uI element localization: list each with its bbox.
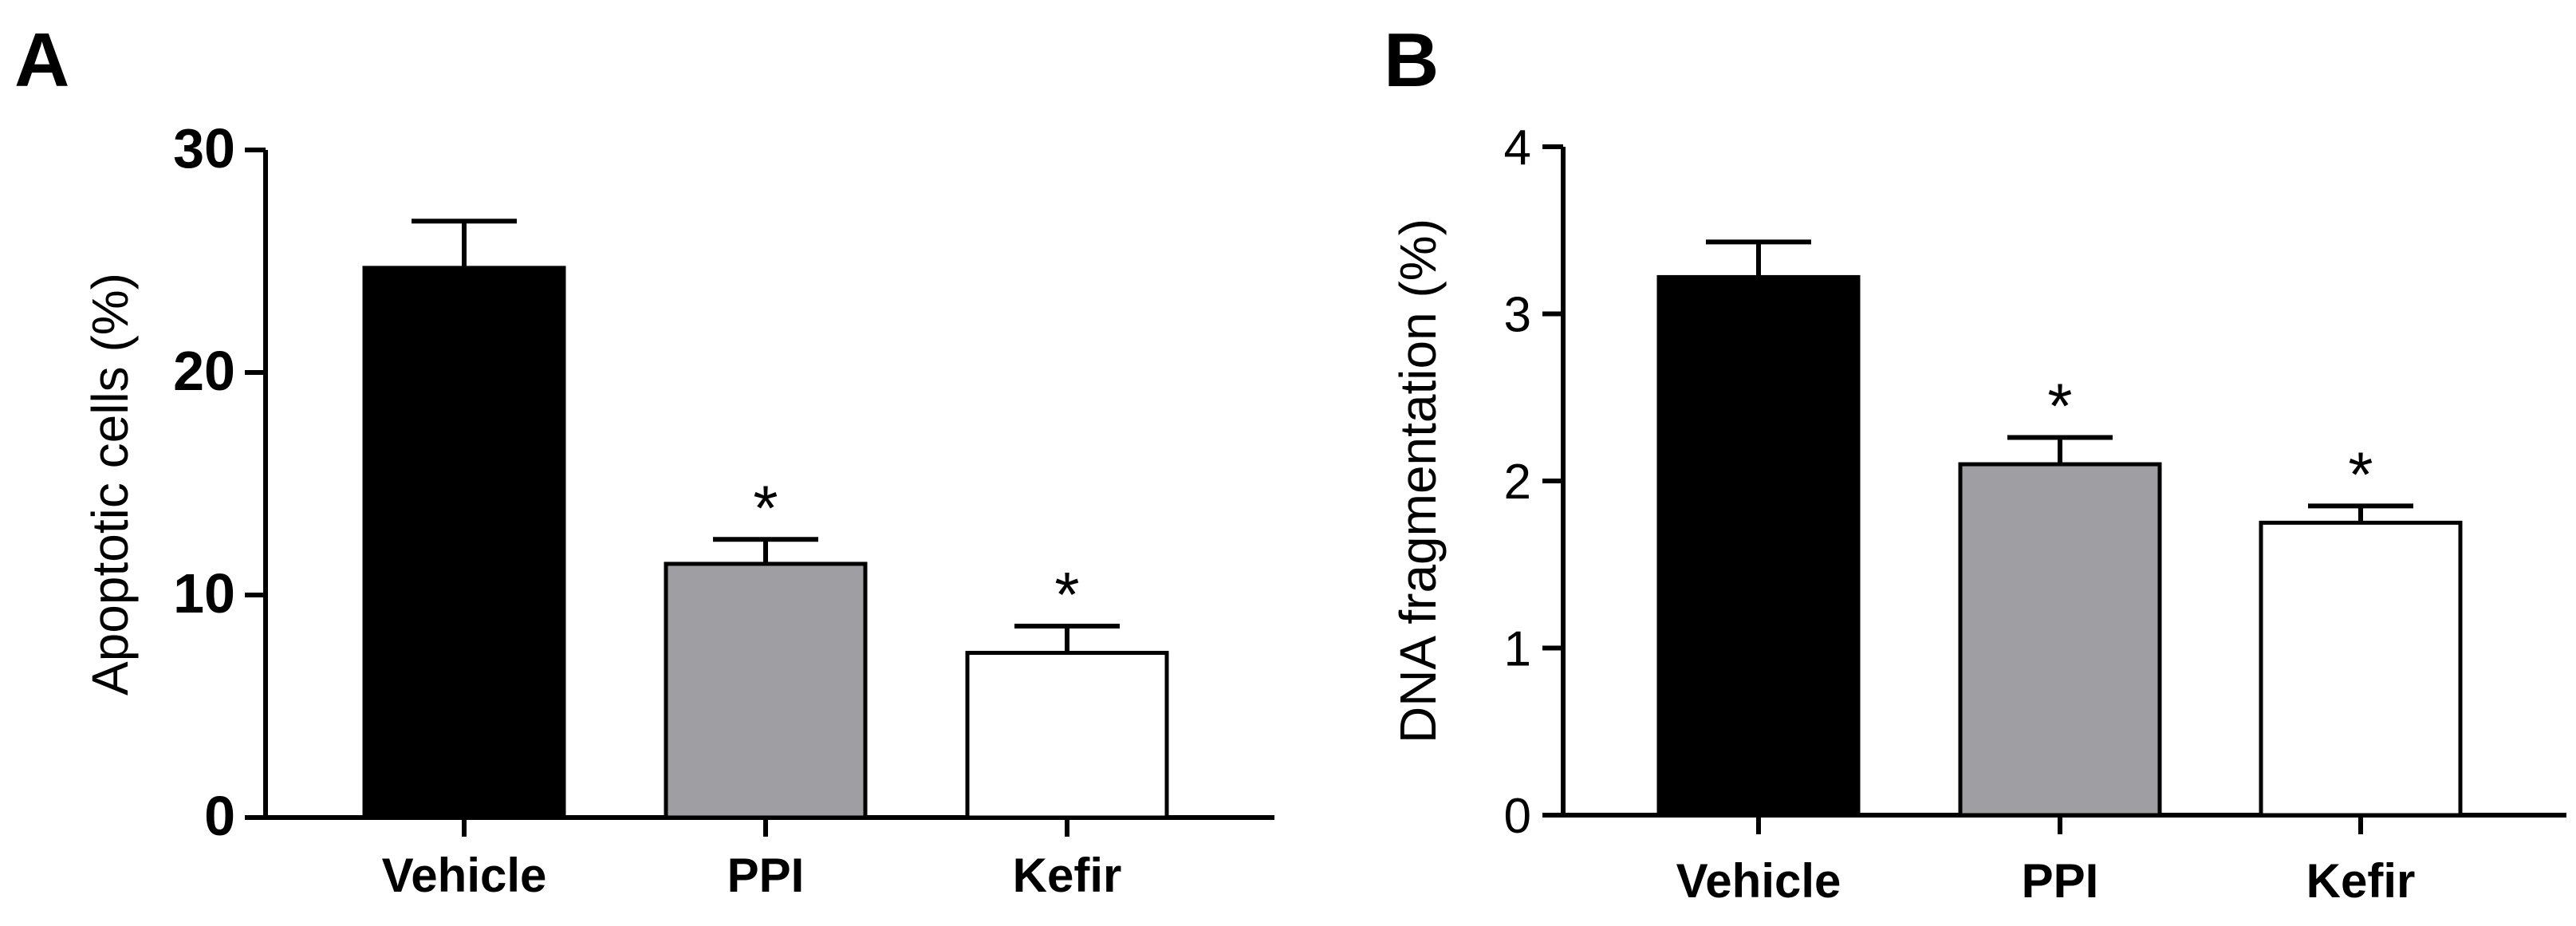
panel-letter: A	[14, 18, 69, 103]
panel-a: A 0 10 20 30 Apoptotic cells (%) Vehicle PPI * Ke…	[14, 18, 1274, 902]
y-tick-label: 0	[204, 785, 235, 847]
y-tick-label: 2	[1504, 455, 1531, 510]
panel-b: B 0 1 2 3 4 DNA fragmentation (%) Vehicle PPI * Ke…	[1384, 18, 2566, 908]
y-tick-label: 10	[173, 562, 235, 625]
x-tick-label: Vehicle	[382, 849, 547, 902]
y-tick-label: 30	[173, 117, 235, 179]
y-tick-label: 20	[173, 340, 235, 402]
x-tick-label: PPI	[727, 849, 805, 902]
x-tick-label: Kefir	[1013, 849, 1122, 902]
bar-kefir	[2259, 520, 2463, 818]
y-tick-label: 0	[1504, 789, 1531, 844]
y-tick-label: 3	[1504, 288, 1531, 343]
bar-kefir	[965, 651, 1169, 820]
y-tick-label: 4	[1504, 120, 1531, 175]
significance-marker: *	[2348, 439, 2373, 510]
significance-marker: *	[753, 472, 778, 543]
bar-ppi	[664, 562, 868, 820]
y-tick-label: 1	[1504, 622, 1531, 677]
bar-ppi	[1958, 462, 2162, 818]
y-axis-title: DNA fragmentation (%)	[1389, 219, 1447, 743]
bar-vehicle	[362, 266, 566, 820]
panel-letter: B	[1384, 18, 1439, 103]
bar-vehicle	[1656, 274, 1861, 818]
x-tick-label: Kefir	[2306, 854, 2416, 908]
significance-marker: *	[1054, 559, 1079, 630]
x-tick-label: Vehicle	[1676, 854, 1841, 908]
y-axis-title: Apoptotic cells (%)	[81, 273, 139, 695]
significance-marker: *	[2047, 371, 2072, 442]
x-tick-label: PPI	[2022, 854, 2099, 908]
